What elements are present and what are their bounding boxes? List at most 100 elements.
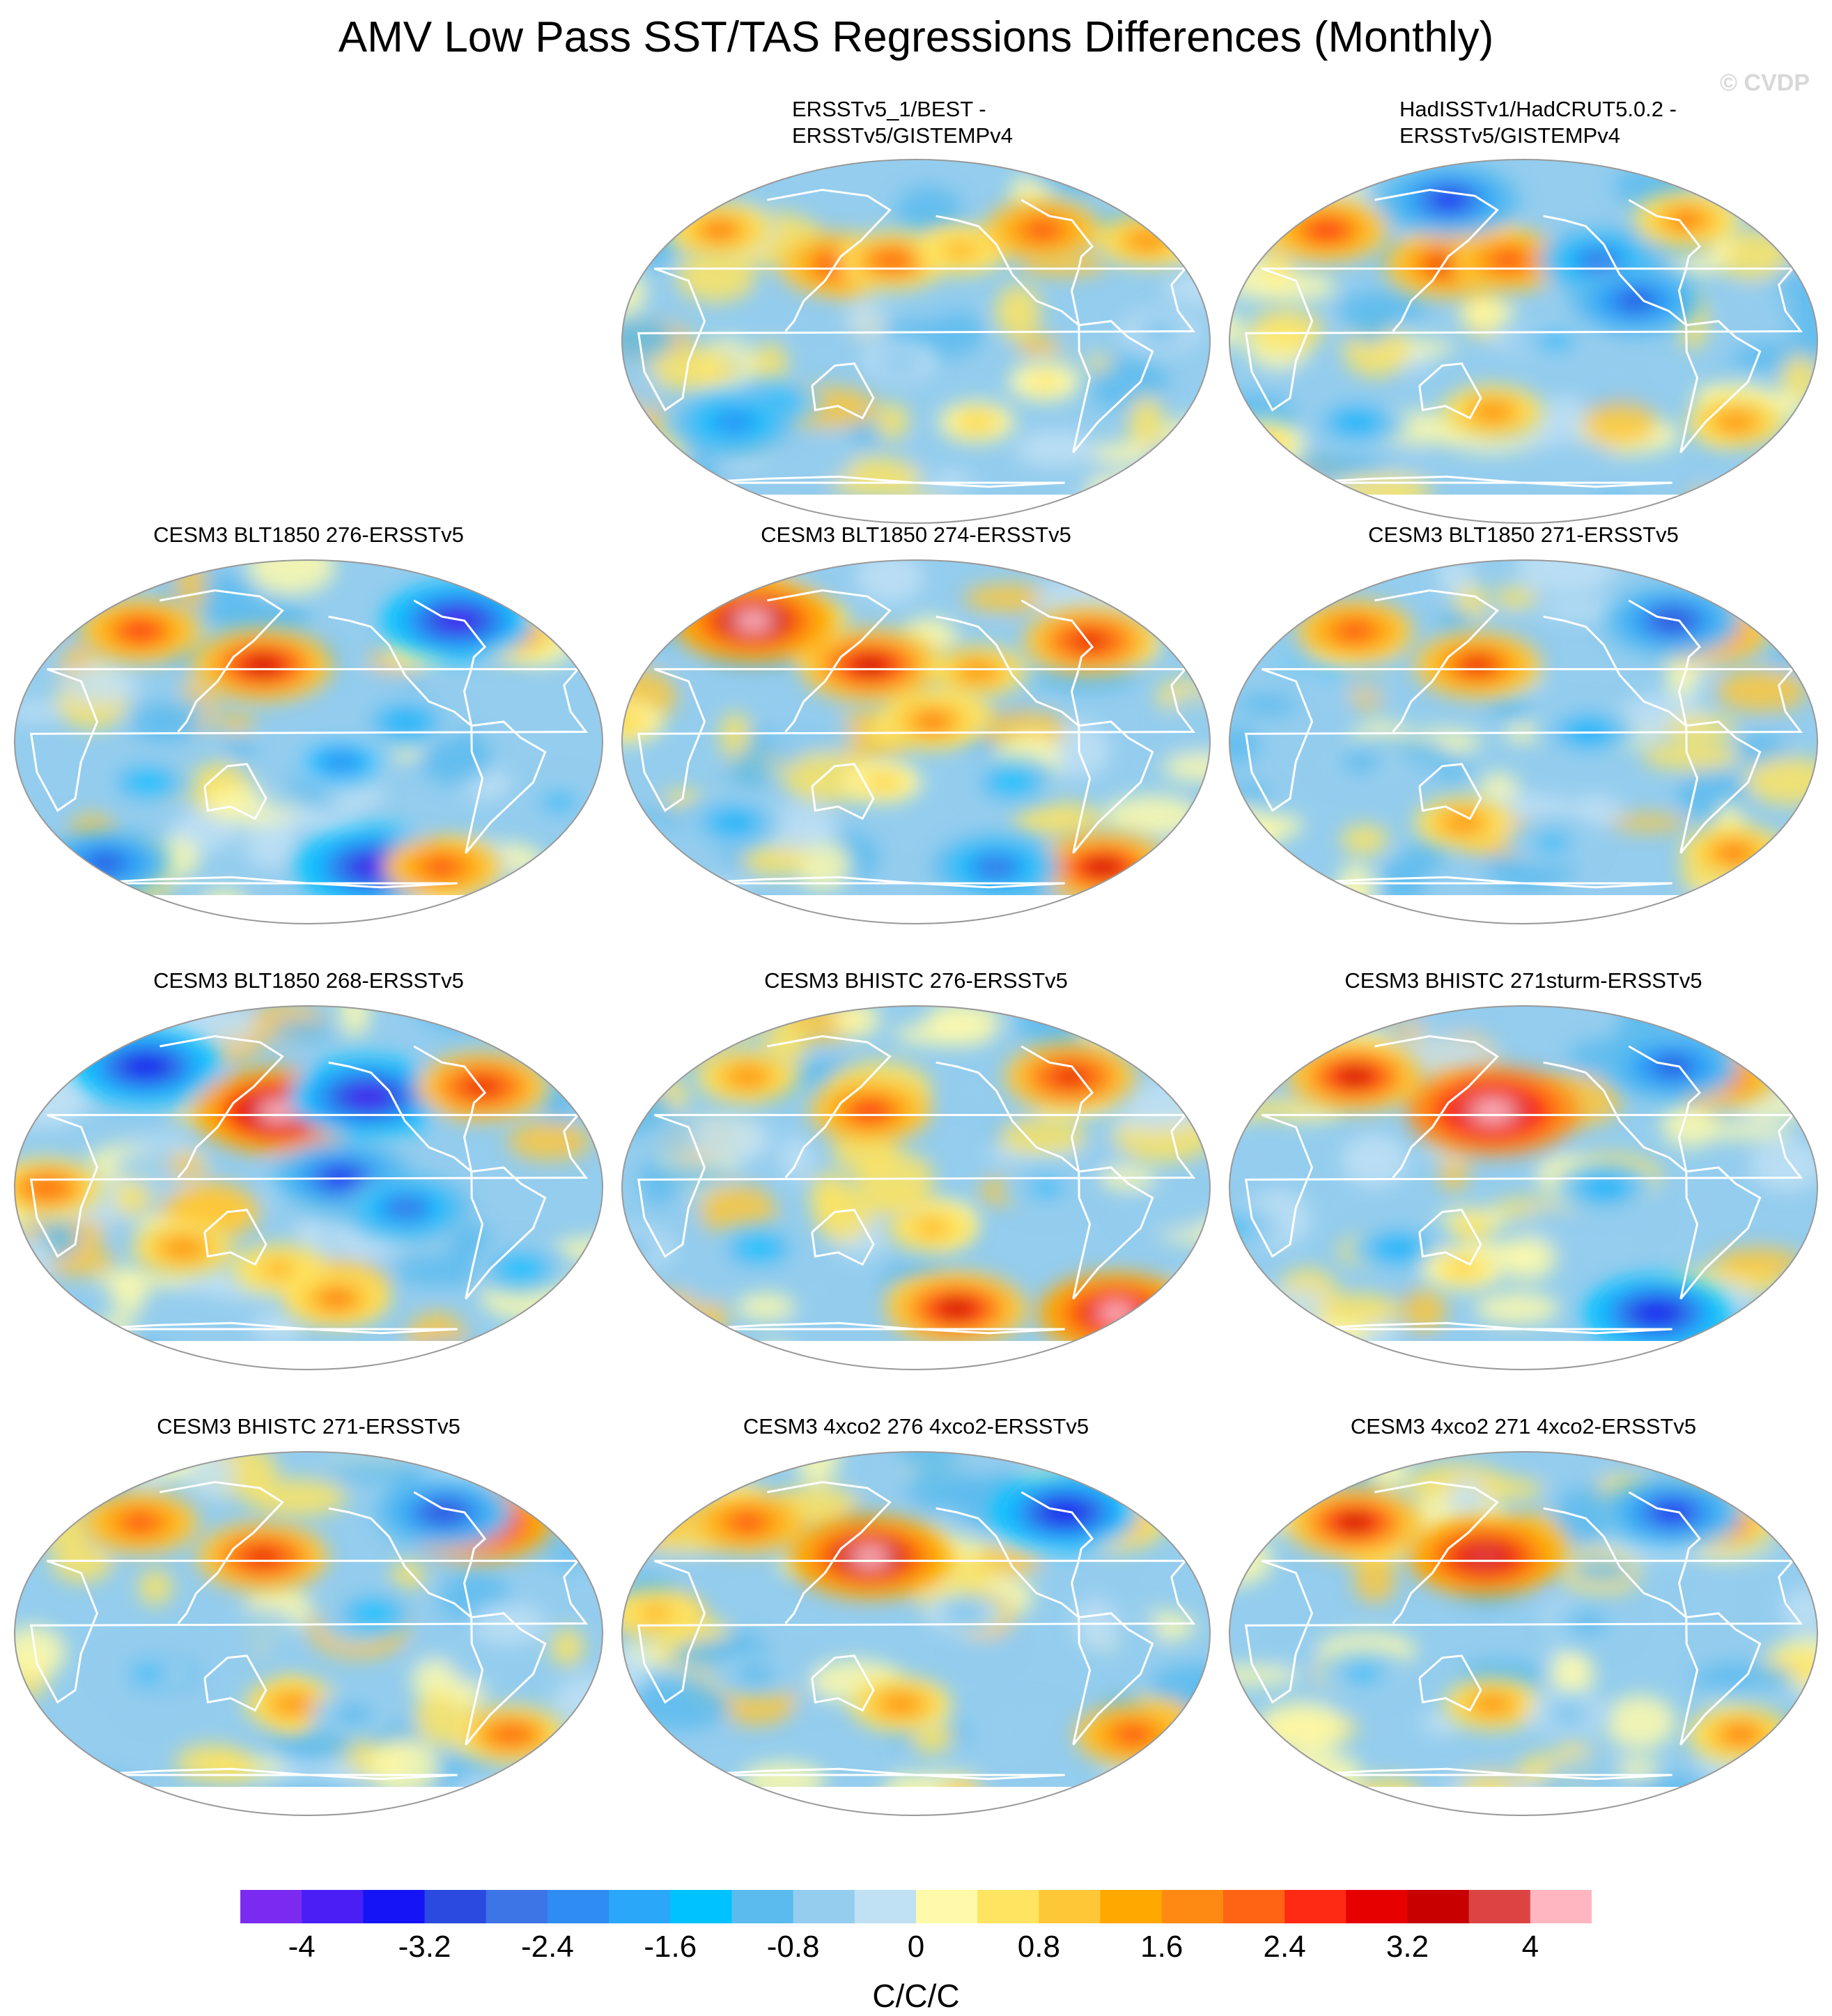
panel-title: HadISSTv1/HadCRUT5.0.2 - ERSSTv5/GISTEMPv… [1399, 96, 1817, 149]
coastline [160, 589, 284, 733]
coastline [767, 1480, 892, 1625]
colorbar-swatch [547, 1890, 610, 1923]
colorbar-swatch [731, 1890, 794, 1923]
map-panel-p08: CESM3 BHISTC 276-ERSSTv5 [618, 968, 1214, 1449]
antarctica-mask [1229, 1787, 1817, 1815]
colorbar-tick-label: 0.8 [1017, 1930, 1060, 1964]
colorbar-swatch [363, 1890, 426, 1923]
robinson-map [14, 1451, 603, 1816]
anomaly-mark [1027, 222, 1057, 238]
anomaly-mark [1471, 1099, 1514, 1122]
anomaly-mark [1461, 657, 1493, 674]
map-border [621, 1005, 1211, 1370]
anomaly-mark [1544, 335, 1568, 348]
anomaly-mark [919, 715, 946, 729]
colorbar-swatch [916, 1890, 978, 1923]
coastline [1418, 362, 1482, 420]
anomaly-mark [1480, 1698, 1505, 1711]
antarctica-mask [622, 495, 1210, 523]
coastline [413, 1491, 487, 1618]
anomaly-mark [33, 1180, 61, 1195]
coastline [203, 1209, 267, 1266]
anomaly-mark [170, 1241, 196, 1255]
colorbar-tick-label: -4 [288, 1930, 316, 1964]
anomaly-mark [267, 1262, 290, 1275]
robinson-map [1229, 1005, 1818, 1370]
colorbar-swatch [670, 1890, 732, 1923]
colorbar-tick-label: 1.6 [1140, 1930, 1183, 1964]
anomaly-mark [323, 1292, 350, 1306]
map-border [14, 1451, 603, 1816]
anomaly-mark [1656, 1057, 1689, 1076]
colorbar-tick-label: -1.6 [644, 1930, 697, 1964]
coastline [1374, 589, 1499, 733]
panel-title: CESM3 BHISTC 276-ERSSTv5 [764, 968, 1068, 993]
antarctica-mask [1229, 895, 1817, 924]
map-panel-p03: HadISSTv1/HadCRUT5.0.2 - ERSSTv5/GISTEMPv… [1225, 96, 1822, 543]
anomaly-mark [136, 775, 160, 789]
map-panel-p11: CESM3 4xco2 276 4xco2-ERSSTv5 [618, 1414, 1214, 1895]
anomaly-mark [1312, 222, 1342, 238]
anomaly-mark [393, 715, 420, 729]
map-panel-p05: CESM3 BLT1850 274-ERSSTv5 [618, 522, 1214, 1003]
anomaly-mark [327, 754, 355, 770]
coastline [936, 1507, 1080, 1618]
antarctica-mask [622, 1341, 1210, 1370]
anomaly-mark [1541, 837, 1564, 849]
map-border [14, 559, 603, 924]
anomaly-mark [244, 656, 281, 674]
coastline [1543, 215, 1687, 326]
anomaly-mark [1723, 415, 1748, 429]
anomaly-mark [879, 253, 908, 268]
panel-title: CESM3 BLT1850 268-ERSSTv5 [153, 968, 464, 993]
coastline [1418, 1654, 1482, 1712]
cvdp-watermark: © CVDP [1720, 70, 1810, 96]
coastline [1543, 1507, 1687, 1618]
anomaly-mark [1452, 1263, 1473, 1274]
anomaly-mark [1466, 1546, 1505, 1567]
anomaly-mark [127, 1057, 164, 1076]
robinson-map [621, 1451, 1211, 1816]
coastline [936, 1061, 1080, 1172]
map-border [1229, 1451, 1818, 1816]
coastline [1020, 599, 1094, 727]
colorbar-swatch [854, 1890, 917, 1923]
coastline [1374, 188, 1499, 332]
anomaly-mark [348, 1087, 388, 1107]
colorbar-swatch [424, 1890, 487, 1923]
anomaly-mark [1118, 1727, 1148, 1742]
anomaly-mark [1655, 612, 1690, 630]
anomaly-mark [465, 1078, 499, 1096]
anomaly-mark [1584, 252, 1615, 269]
anomaly-mark [362, 1606, 386, 1620]
anomaly-mark [1252, 437, 1273, 448]
anomaly-mark [497, 1727, 525, 1742]
coastline [1543, 615, 1687, 727]
anomaly-mark [1344, 415, 1369, 429]
robinson-map [14, 1005, 603, 1370]
anomaly-mark [548, 796, 571, 809]
antarctica-mask [15, 1341, 603, 1370]
anomaly-mark [343, 1708, 365, 1721]
panel-title-line: HadISSTv1/HadCRUT5.0.2 - [1399, 97, 1677, 121]
robinson-map [1229, 159, 1818, 524]
coastline [1020, 199, 1094, 326]
antarctica-mask [1229, 495, 1817, 523]
colorbar-swatch [302, 1890, 364, 1923]
anomaly-mark [1054, 1068, 1087, 1085]
robinson-map [14, 559, 603, 924]
anomaly-mark [1672, 213, 1700, 227]
coastline [1543, 1061, 1687, 1172]
anomaly-mark [1480, 405, 1505, 419]
panel-title: CESM3 BLT1850 274-ERSSTv5 [761, 522, 1071, 547]
anomaly-mark [1350, 756, 1372, 768]
colorbar-tick-label: 3.2 [1385, 1930, 1429, 1964]
coastline [1628, 599, 1702, 727]
coastline [767, 1034, 892, 1179]
map-border [621, 1451, 1211, 1816]
anomaly-mark [733, 610, 774, 631]
anomaly-mark [1245, 433, 1282, 452]
robinson-map [621, 1005, 1211, 1370]
anomaly-mark [967, 417, 986, 428]
coastline [203, 763, 267, 821]
